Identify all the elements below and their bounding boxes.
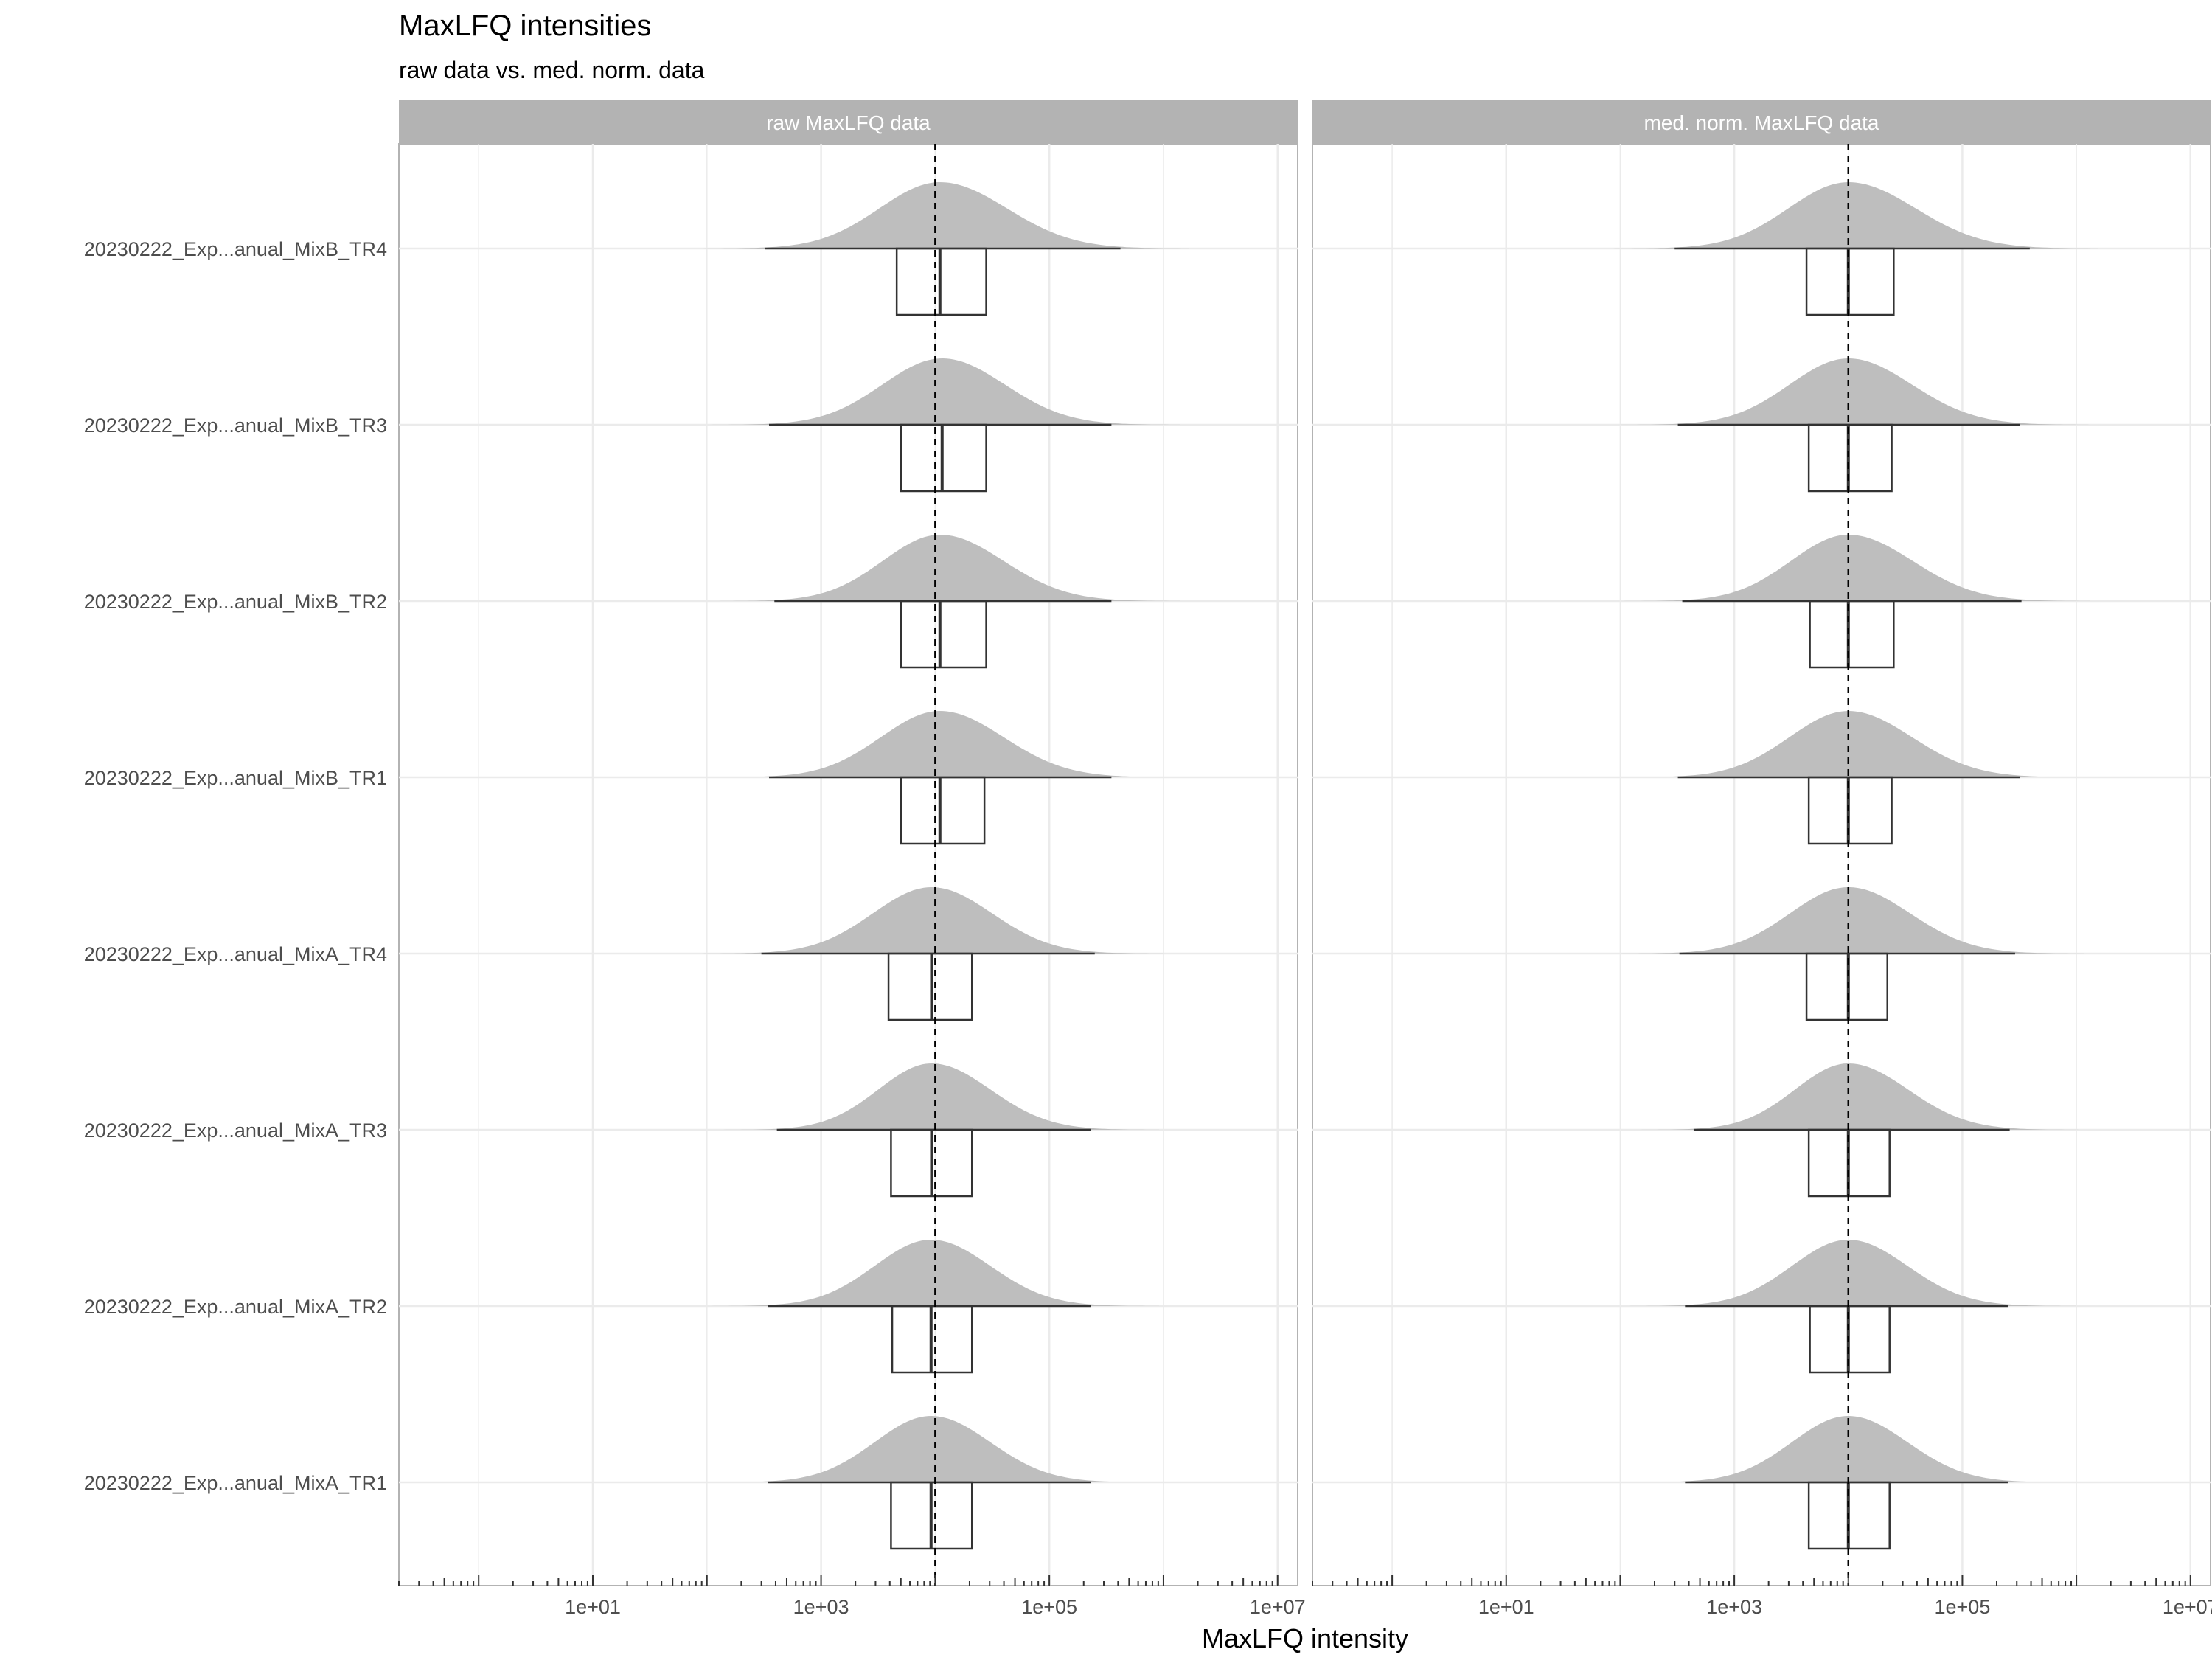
density-ridge — [685, 1063, 1159, 1130]
density-ridge — [1587, 887, 2084, 954]
y-tick-label: 20230222_Exp...anual_MixB_TR2 — [84, 591, 387, 613]
facet-strip — [1312, 100, 2211, 144]
x-tick-label: 1e+07 — [2163, 1596, 2212, 1618]
boxplot-box — [1809, 600, 1895, 669]
boxplot-box — [1807, 776, 1893, 845]
density-ridge — [678, 711, 1180, 777]
panel-background — [398, 143, 1298, 1586]
density-ridge — [1586, 711, 2089, 777]
facet-strip-label: raw MaxLFQ data — [766, 111, 931, 134]
x-tick-label: 1e+03 — [1706, 1596, 1762, 1618]
y-tick-label: 20230222_Exp...anual_MixA_TR3 — [84, 1119, 387, 1142]
y-tick-label: 20230222_Exp...anual_MixB_TR3 — [84, 414, 387, 437]
density-ridge — [1593, 1416, 2076, 1482]
density-ridge — [669, 887, 1164, 954]
density-ridge — [673, 182, 1189, 249]
x-tick-label: 1e+07 — [1250, 1596, 1306, 1618]
x-tick-label: 1e+05 — [1935, 1596, 1991, 1618]
density-ridge — [683, 535, 1180, 601]
density-ridge — [1602, 1063, 2079, 1130]
x-tick-label: 1e+01 — [565, 1596, 621, 1618]
y-tick-label: 20230222_Exp...anual_MixA_TR4 — [84, 943, 387, 965]
x-tick-label: 1e+01 — [1478, 1596, 1534, 1618]
y-tick-label: 20230222_Exp...anual_MixA_TR2 — [84, 1296, 387, 1318]
density-ridge — [676, 1240, 1159, 1306]
boxplot-box — [1807, 423, 1893, 493]
x-axis-label: MaxLFQ intensity — [1202, 1623, 1408, 1653]
chart-title: MaxLFQ intensities — [399, 10, 651, 42]
x-tick-label: 1e+03 — [793, 1596, 849, 1618]
boxplot-box — [1805, 247, 1895, 316]
facet-strip — [399, 100, 1298, 144]
chart-subtitle: raw data vs. med. norm. data — [399, 57, 705, 83]
density-ridge — [1586, 358, 2089, 425]
density-ridge — [1593, 1240, 2076, 1306]
density-ridge — [1590, 535, 2090, 601]
y-tick-label: 20230222_Exp...anual_MixB_TR4 — [84, 238, 387, 260]
panel-background — [1312, 143, 2211, 1586]
x-tick-label: 1e+05 — [1021, 1596, 1077, 1618]
y-tick-label: 20230222_Exp...anual_MixA_TR1 — [84, 1472, 387, 1494]
facet-strip-label: med. norm. MaxLFQ data — [1644, 111, 1879, 134]
density-ridge — [678, 358, 1180, 425]
panel-2: med. norm. MaxLFQ data 1e+01 1e+03 1e+05 1e+… — [1312, 100, 2212, 1618]
boxplot-box — [900, 776, 986, 845]
boxplot-box — [895, 247, 987, 316]
density-ridge — [1583, 182, 2098, 249]
density-ridge — [676, 1416, 1159, 1482]
y-tick-label: 20230222_Exp...anual_MixB_TR1 — [84, 767, 387, 789]
panel-1: raw MaxLFQ data 1e+01 1e+03 1e+05 1e+07 — [398, 100, 1306, 1618]
boxplot-box — [900, 600, 987, 669]
